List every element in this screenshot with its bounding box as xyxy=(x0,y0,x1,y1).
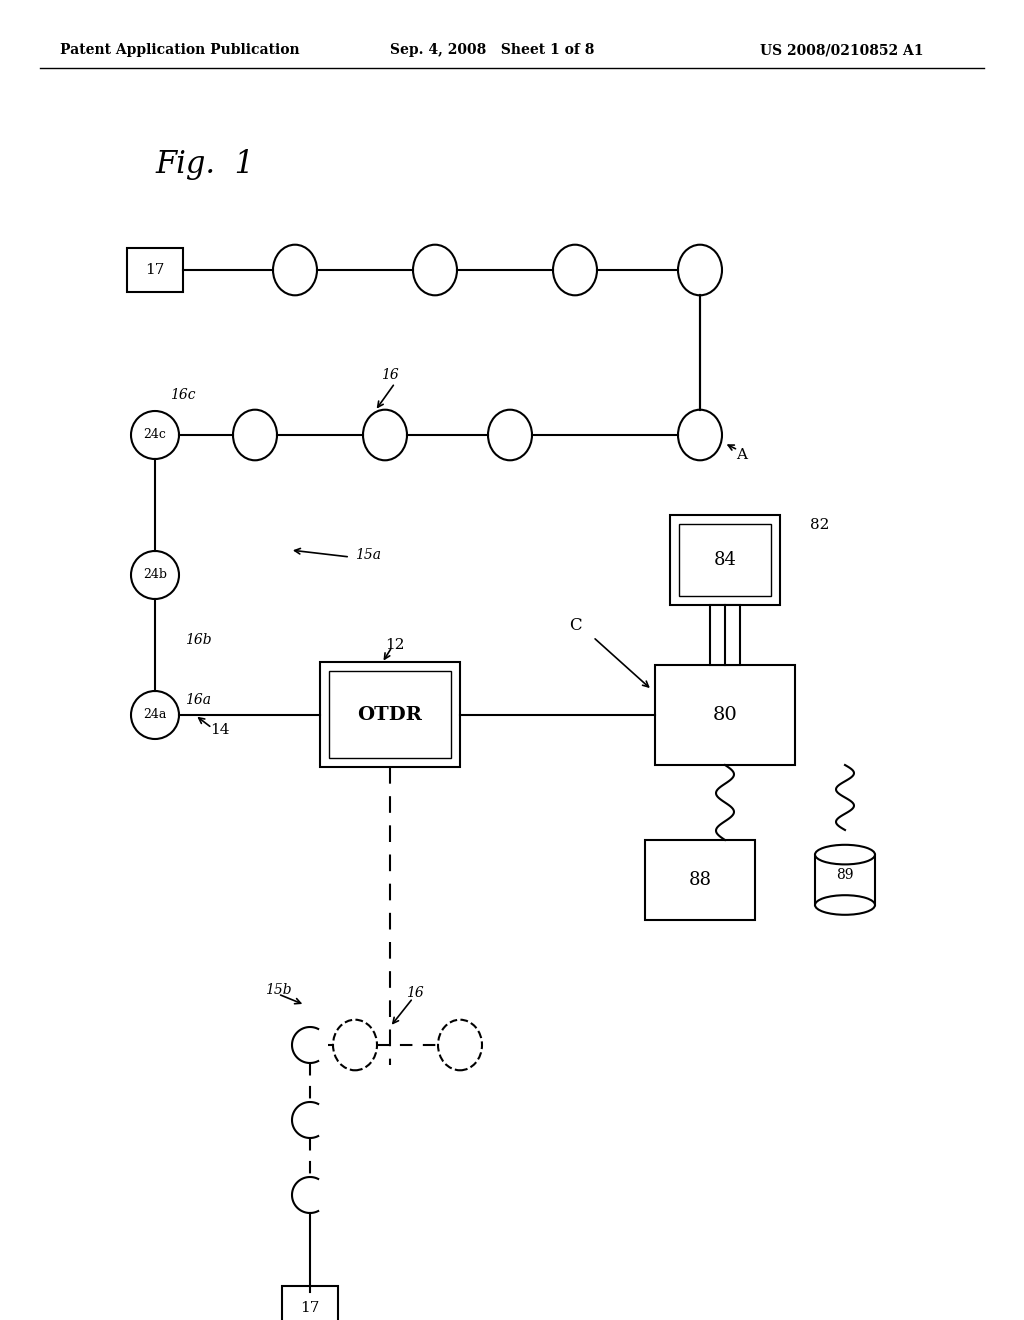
Ellipse shape xyxy=(362,409,407,461)
Ellipse shape xyxy=(233,409,278,461)
Ellipse shape xyxy=(678,409,722,461)
FancyBboxPatch shape xyxy=(319,663,460,767)
Ellipse shape xyxy=(678,244,722,296)
Ellipse shape xyxy=(488,409,532,461)
FancyBboxPatch shape xyxy=(645,840,755,920)
FancyBboxPatch shape xyxy=(127,248,183,292)
Text: 84: 84 xyxy=(714,550,736,569)
Text: 17: 17 xyxy=(300,1302,319,1315)
Ellipse shape xyxy=(413,244,457,296)
FancyBboxPatch shape xyxy=(670,515,780,605)
Text: 14: 14 xyxy=(210,723,229,737)
Text: 89: 89 xyxy=(837,869,854,882)
FancyBboxPatch shape xyxy=(710,605,740,665)
Text: 24a: 24a xyxy=(143,709,167,722)
Text: 82: 82 xyxy=(810,517,829,532)
Circle shape xyxy=(131,690,179,739)
FancyBboxPatch shape xyxy=(679,524,771,597)
FancyBboxPatch shape xyxy=(282,1286,338,1320)
Ellipse shape xyxy=(273,244,317,296)
Text: Sep. 4, 2008   Sheet 1 of 8: Sep. 4, 2008 Sheet 1 of 8 xyxy=(390,44,594,57)
Ellipse shape xyxy=(438,1019,482,1071)
Text: 16a: 16a xyxy=(185,693,211,708)
Text: US 2008/0210852 A1: US 2008/0210852 A1 xyxy=(760,44,924,57)
Circle shape xyxy=(131,411,179,459)
Ellipse shape xyxy=(815,845,874,865)
Text: 12: 12 xyxy=(385,638,404,652)
Text: 24b: 24b xyxy=(143,569,167,582)
Text: Patent Application Publication: Patent Application Publication xyxy=(60,44,300,57)
Text: 88: 88 xyxy=(688,871,712,888)
Text: 80: 80 xyxy=(713,706,737,723)
Text: 24c: 24c xyxy=(143,429,167,441)
Text: OTDR: OTDR xyxy=(357,706,423,723)
Text: 16b: 16b xyxy=(185,634,212,647)
Text: Fig.  1: Fig. 1 xyxy=(155,149,254,181)
FancyBboxPatch shape xyxy=(815,854,874,906)
Ellipse shape xyxy=(553,244,597,296)
Text: C: C xyxy=(568,616,582,634)
Circle shape xyxy=(131,550,179,599)
FancyBboxPatch shape xyxy=(329,671,451,758)
Ellipse shape xyxy=(333,1019,377,1071)
Text: 16c: 16c xyxy=(170,388,196,403)
Text: A: A xyxy=(736,447,748,462)
Text: 15b: 15b xyxy=(265,983,292,997)
Text: 16: 16 xyxy=(407,986,424,1001)
FancyBboxPatch shape xyxy=(655,665,795,766)
Ellipse shape xyxy=(815,895,874,915)
Text: 17: 17 xyxy=(145,263,165,277)
Text: 16: 16 xyxy=(381,368,399,381)
Text: 15a: 15a xyxy=(355,548,381,562)
